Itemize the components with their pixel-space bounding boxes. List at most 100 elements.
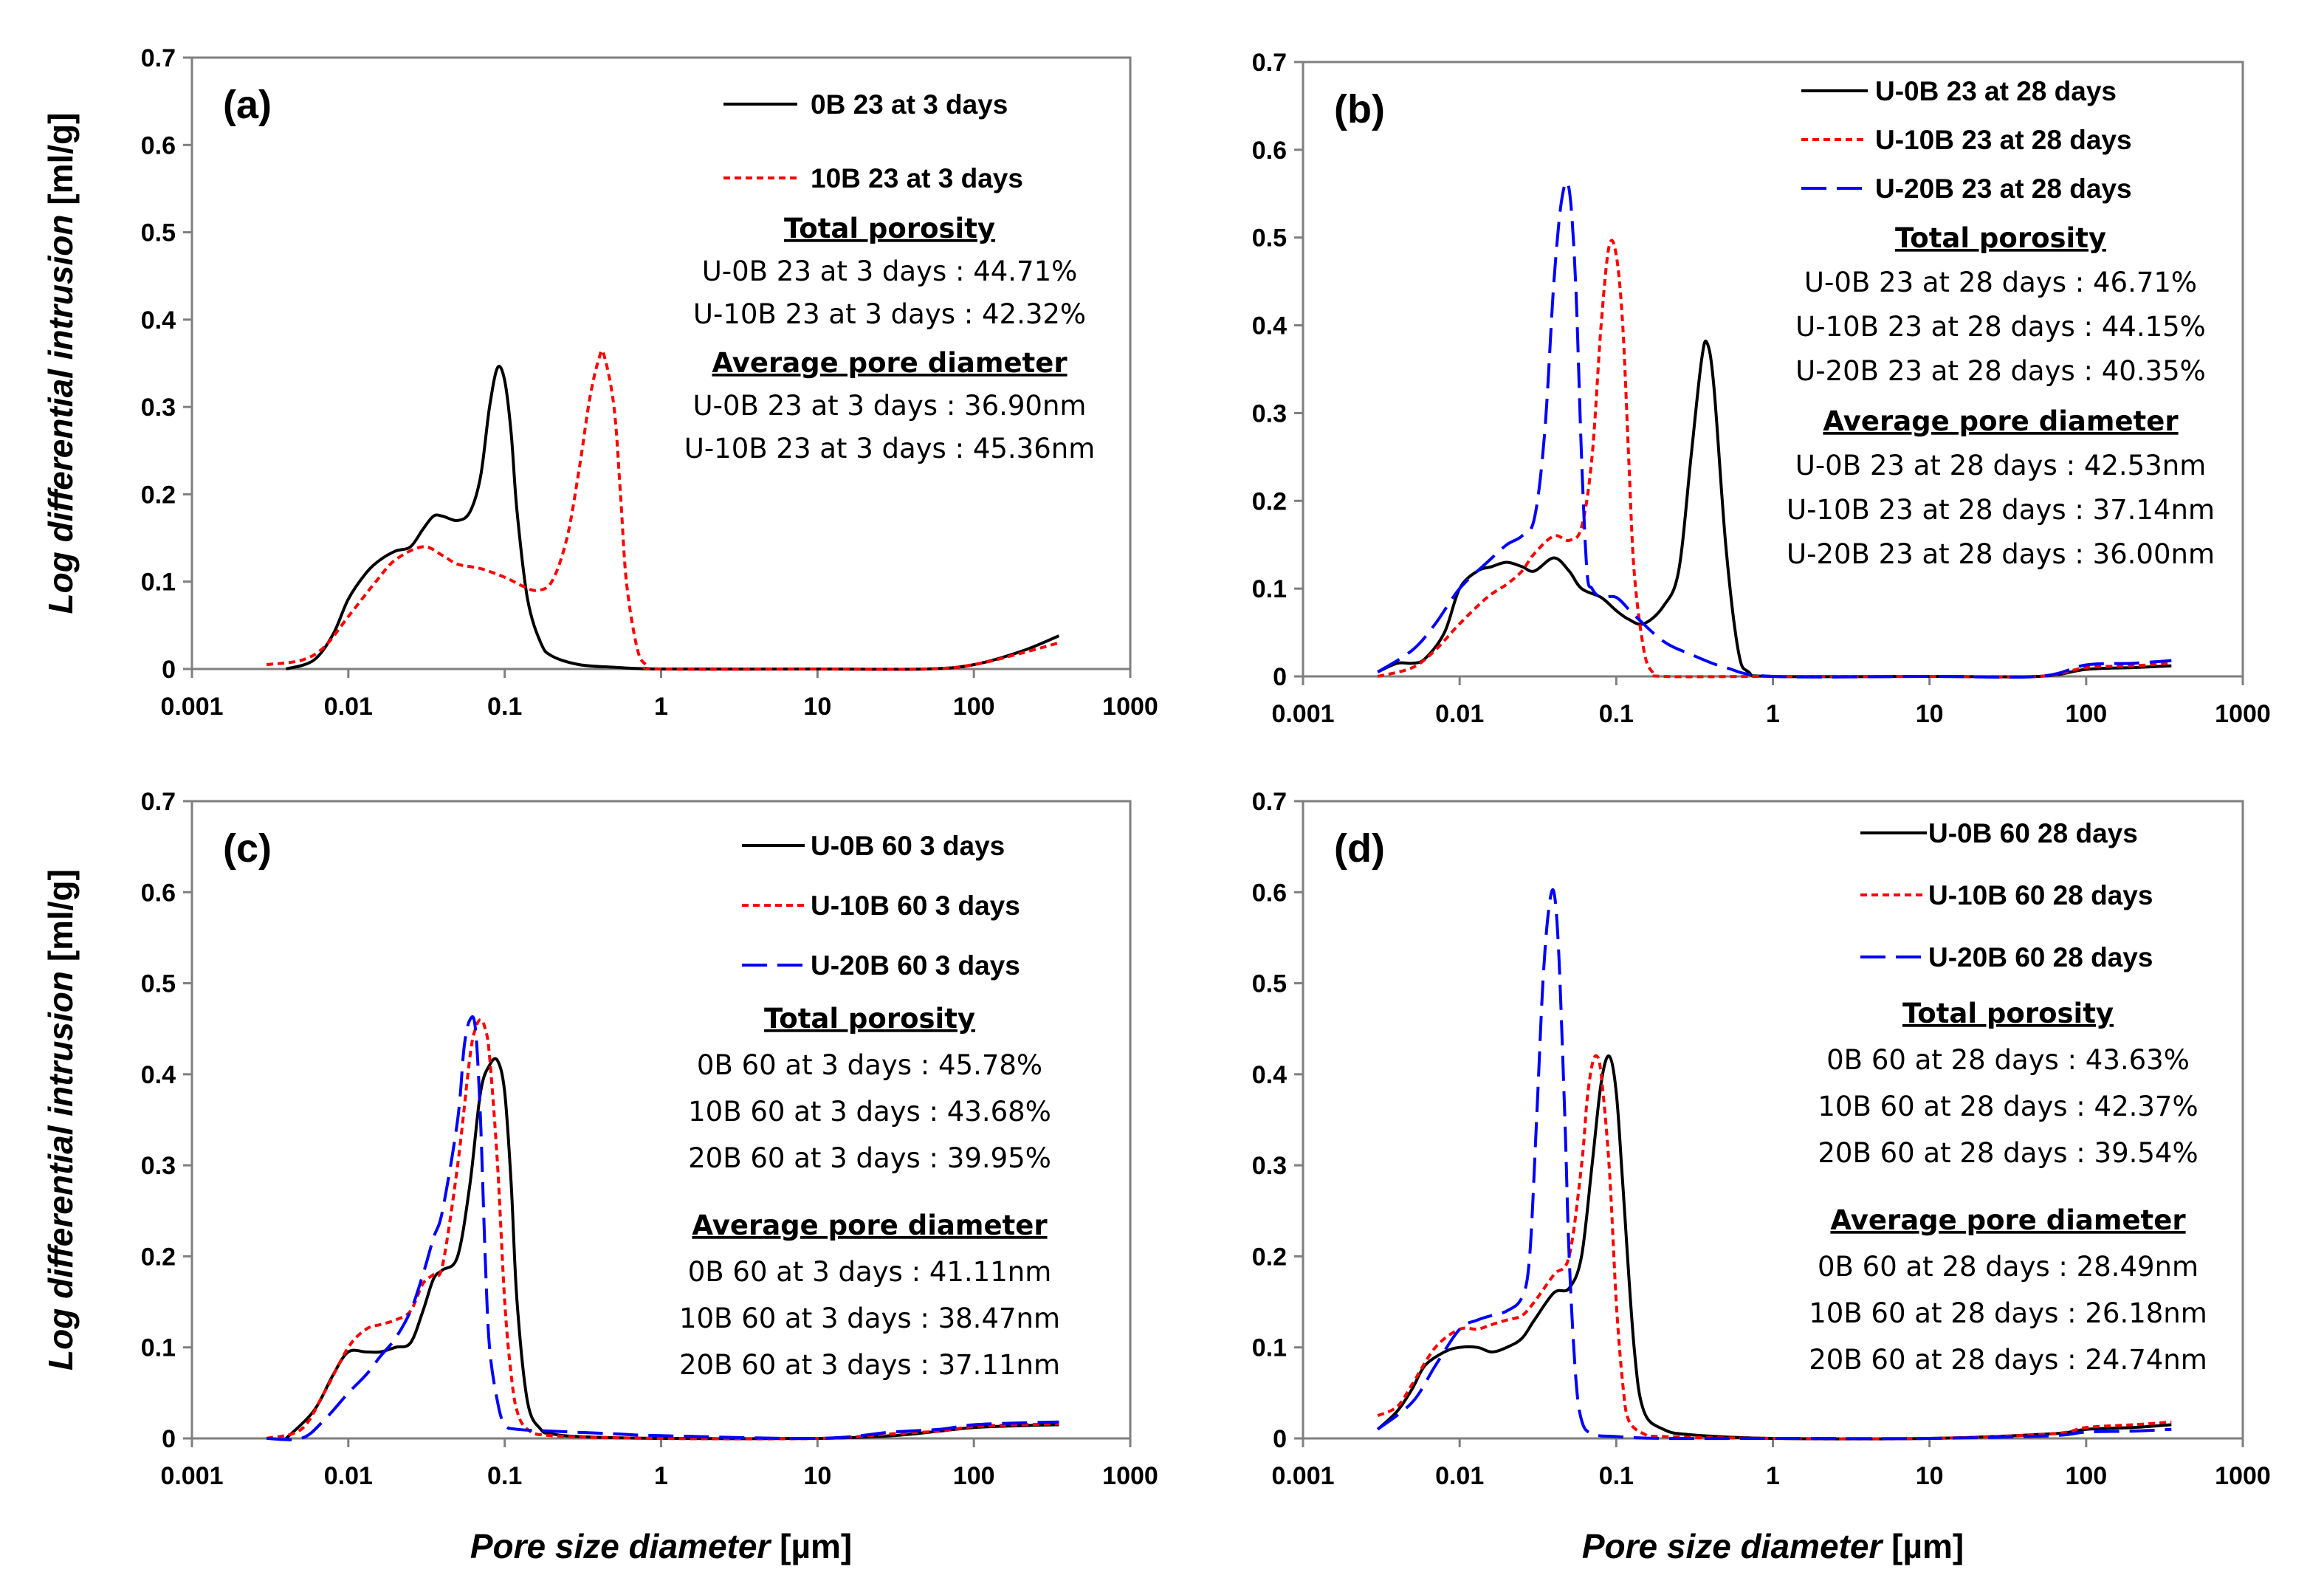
annotation-line: 20B 60 at 3 days : 39.95% (688, 1142, 1051, 1174)
y-tick-label: 0.4 (141, 1061, 176, 1089)
legend-entry: U-20B 60 3 days (811, 950, 1020, 981)
x-tick-label: 10 (1916, 1462, 1944, 1490)
y-tick-label: 0.6 (141, 879, 176, 907)
series-line (1377, 180, 2172, 679)
x-tick-label: 0.1 (487, 1462, 522, 1490)
annotation-line: 20B 60 at 28 days : 24.74nm (1809, 1344, 2207, 1376)
annotation-heading: Total porosity (764, 1003, 975, 1035)
y-tick-label: 0.5 (1252, 224, 1287, 253)
y-tick-label: 0.6 (141, 131, 176, 159)
x-tick-label: 0.01 (1435, 700, 1484, 728)
y-tick-label: 0 (162, 656, 176, 684)
y-tick-label: 0 (1273, 1425, 1287, 1453)
y-axis-title: Log differential intrusion [ml/g] (41, 113, 80, 614)
annotation-line: 20B 60 at 3 days : 37.11nm (679, 1349, 1060, 1381)
y-tick-label: 0.3 (1252, 1152, 1287, 1180)
x-tick-label: 100 (953, 1462, 995, 1490)
legend-entry: U-10B 23 at 28 days (1875, 125, 2132, 155)
x-tick-label: 1 (1766, 700, 1780, 728)
annotation-heading: Total porosity (1895, 222, 2106, 254)
annotation-heading: Average pore diameter (1823, 405, 2179, 437)
annotation-line: U-10B 23 at 28 days : 37.14nm (1787, 494, 2215, 526)
legend-entry: U-10B 60 3 days (811, 891, 1020, 921)
x-tick-label: 1 (654, 1462, 668, 1490)
x-tick-label: 1 (654, 693, 668, 721)
annotation-line: U-10B 23 at 28 days : 44.15% (1795, 311, 2206, 343)
x-axis-unit: [µm] (1882, 1527, 1964, 1565)
annotation-line: 0B 60 at 28 days : 28.49nm (1818, 1251, 2198, 1283)
y-tick-label: 0.5 (141, 219, 176, 247)
x-tick-label: 100 (953, 693, 995, 721)
x-axis-title: Pore size diameter [µm] (1582, 1527, 1964, 1565)
x-tick-label: 1 (1766, 1462, 1780, 1490)
annotation-line: U-0B 23 at 3 days : 36.90nm (693, 390, 1087, 422)
y-tick-label: 0.6 (1252, 879, 1287, 907)
x-tick-label: 0.001 (160, 693, 223, 721)
x-tick-label: 0.1 (487, 693, 522, 721)
series-line (285, 365, 1060, 671)
series-line (267, 1015, 1059, 1441)
annotation-line: U-20B 23 at 28 days : 36.00nm (1787, 538, 2215, 570)
legend-entry: U-20B 23 at 28 days (1875, 174, 2132, 204)
x-tick-label: 0.1 (1599, 700, 1634, 728)
annotation-line: 0B 60 at 3 days : 45.78% (697, 1049, 1042, 1081)
y-tick-label: 0.3 (1252, 399, 1287, 428)
y-tick-label: 0 (1273, 663, 1287, 691)
annotation-line: 10B 60 at 28 days : 42.37% (1818, 1091, 2198, 1122)
y-tick-label: 0.4 (141, 306, 176, 334)
y-axis-unit: [ml/g] (41, 113, 80, 215)
annotation-line: 0B 60 at 28 days : 43.63% (1826, 1044, 2190, 1076)
annotation-line: 10B 60 at 28 days : 26.18nm (1809, 1297, 2207, 1329)
y-tick-label: 0.2 (1252, 1243, 1287, 1271)
panel-label: (a) (223, 83, 272, 127)
panel-label: (b) (1334, 87, 1385, 131)
annotation-line: U-10B 23 at 3 days : 42.32% (693, 298, 1086, 330)
annotation-line: 10B 60 at 3 days : 38.47nm (679, 1303, 1060, 1334)
y-tick-label: 0.2 (1252, 487, 1287, 515)
y-tick-label: 0.4 (1252, 312, 1287, 340)
x-tick-label: 1000 (1102, 1462, 1158, 1490)
x-tick-label: 0.01 (324, 1462, 373, 1490)
x-tick-label: 1000 (2215, 700, 2271, 728)
y-tick-label: 0.5 (1252, 970, 1287, 998)
chart-panel: 0 0.1 0.2 0.3 0.4 0.5 0.6 0.7 0.001 0.01 0.1 1 10 100… (1252, 788, 2271, 1565)
series-line (1377, 1054, 2172, 1441)
x-tick-label: 1000 (2215, 1462, 2271, 1490)
x-tick-label: 0.1 (1599, 1462, 1634, 1490)
annotation-line: U-0B 23 at 3 days : 44.71% (702, 255, 1078, 287)
y-axis-unit: [ml/g] (41, 869, 80, 971)
y-tick-label: 0.1 (1252, 1334, 1287, 1362)
x-tick-label: 0.01 (324, 693, 373, 721)
annotation-heading: Average pore diameter (692, 1210, 1048, 1241)
legend-entry: U-0B 23 at 28 days (1875, 76, 2117, 106)
series-line (266, 1018, 1059, 1441)
annotation-line: 10B 60 at 3 days : 43.68% (688, 1096, 1051, 1128)
x-tick-label: 100 (2065, 700, 2107, 728)
y-tick-label: 0.2 (141, 1243, 176, 1271)
x-tick-label: 0.001 (1271, 1462, 1334, 1490)
y-tick-label: 0.1 (141, 569, 176, 597)
annotation-heading: Average pore diameter (1830, 1204, 2186, 1236)
series-line (1377, 239, 2172, 679)
panel-label: (d) (1334, 826, 1385, 871)
x-axis-title: Pore size diameter [µm] (470, 1527, 852, 1565)
y-tick-label: 0.7 (1252, 49, 1287, 77)
x-tick-label: 0.01 (1435, 1462, 1484, 1490)
legend-entry: U-0B 60 3 days (811, 831, 1005, 861)
annotation-heading: Total porosity (784, 213, 995, 244)
y-tick-label: 0.3 (141, 1152, 176, 1180)
y-tick-label: 0.2 (141, 481, 176, 509)
y-tick-label: 0.7 (1252, 788, 1287, 816)
y-tick-label: 0.7 (141, 788, 176, 816)
y-tick-label: 0.4 (1252, 1061, 1287, 1089)
legend-entry: 10B 23 at 3 days (811, 163, 1023, 193)
legend-entry: U-20B 60 28 days (1928, 942, 2153, 972)
annotation-line: 0B 60 at 3 days : 41.11nm (688, 1256, 1052, 1288)
chart-panel: 0 0.1 0.2 0.3 0.4 0.5 0.6 0.7 0.001 0.01 0.1 1 10 100… (41, 44, 1158, 721)
series-line (266, 349, 1059, 671)
x-tick-label: 1000 (1102, 693, 1158, 721)
y-tick-label: 0 (162, 1425, 176, 1453)
x-tick-label: 0.001 (160, 1462, 223, 1490)
panel-label: (c) (223, 826, 272, 871)
